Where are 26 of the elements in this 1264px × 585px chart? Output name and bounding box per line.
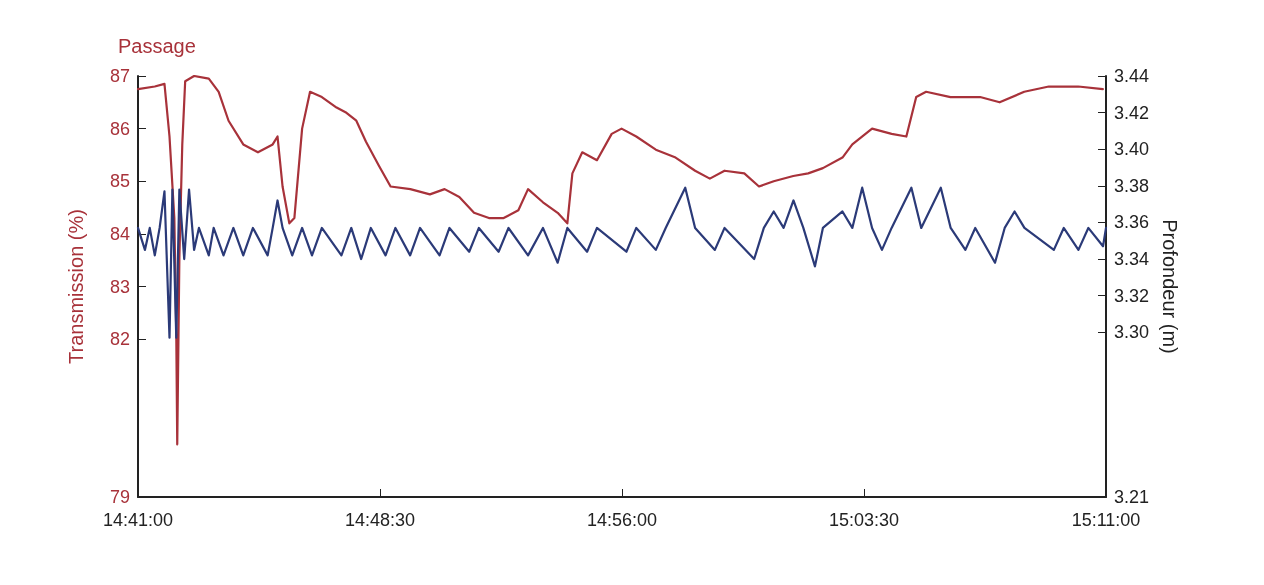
y-tick-label: 83 bbox=[109, 276, 130, 297]
y2-axis-title: Profondeur (m) bbox=[1158, 219, 1181, 354]
line-series bbox=[136, 74, 1104, 446]
y2-tick-label: 3.30 bbox=[1114, 322, 1150, 343]
y-tick-label: 86 bbox=[109, 118, 130, 139]
y-tick-label: 87 bbox=[109, 66, 130, 86]
y-tick-label: 85 bbox=[109, 171, 130, 192]
y-tick-label: 84 bbox=[109, 223, 130, 244]
y2-tick-label: 3.42 bbox=[1114, 102, 1150, 123]
line-series bbox=[136, 186, 1108, 339]
y-axis-title: Transmission (%) bbox=[65, 209, 87, 364]
x-tick-label: 15:03:30 bbox=[828, 510, 900, 530]
y2-tick-label: 3.21 bbox=[1114, 487, 1150, 507]
y2-tick-label: 3.36 bbox=[1114, 212, 1150, 233]
y-tick-label: 79 bbox=[109, 487, 130, 507]
y2-tick-label: 3.32 bbox=[1114, 285, 1150, 306]
y-tick-label: 82 bbox=[109, 329, 130, 350]
x-tick-label: 14:56:00 bbox=[586, 510, 658, 530]
y2-tick-label: 3.34 bbox=[1114, 249, 1150, 270]
y2-tick-label: 3.40 bbox=[1114, 139, 1150, 160]
y2-tick-label: 3.44 bbox=[1114, 66, 1150, 86]
x-tick-label: 15:11:00 bbox=[1071, 510, 1141, 530]
y2-tick-label: 3.38 bbox=[1114, 175, 1150, 196]
x-tick-label: 14:48:30 bbox=[344, 510, 416, 530]
text: Passage bbox=[118, 35, 196, 57]
x-tick-label: 14:41:00 bbox=[102, 510, 174, 530]
